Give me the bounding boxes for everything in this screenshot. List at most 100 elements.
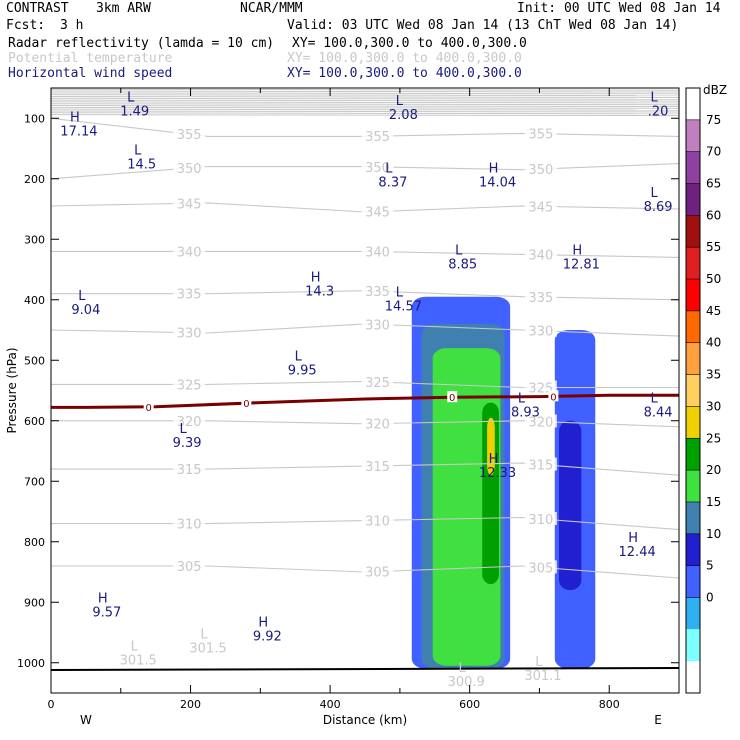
theta-band-line [51, 97, 679, 100]
init-time: Init: 00 UTC Wed 08 Jan 14 [517, 1, 721, 16]
colorbar-label: 55 [706, 240, 721, 254]
colorbar-swatch [686, 661, 700, 693]
theta-label-bg [173, 413, 206, 427]
theta-contour-label: 315 [528, 459, 553, 474]
theta-contours: 355 355 355 350 350 350 345 345 345 340 340 340 335 3… [51, 88, 679, 581]
theta-band-line [51, 103, 679, 106]
theta-label-bg [361, 159, 394, 173]
theta-band-line [51, 114, 679, 117]
theta-label-bg [361, 374, 394, 388]
x-end-label-right: E [654, 713, 662, 727]
reflectivity-cell-10dbz [558, 420, 582, 591]
zero-contour-line [51, 393, 679, 409]
colorbar-label: 20 [706, 463, 721, 477]
theta-band-line [51, 112, 679, 115]
colorbar-label: 25 [706, 431, 721, 445]
theta-label-bg [524, 199, 557, 213]
axes: 100 200 300 400 500 600 700 800 900 1000 0 200 400 60… [5, 87, 680, 727]
theta-contour-label: 325 [177, 378, 202, 393]
theta-band-line [51, 90, 679, 93]
center-name: NCAR/MMM [240, 1, 303, 16]
colorbar-swatch [686, 119, 700, 152]
theta-band-line [51, 95, 679, 98]
wind-extremum-value: 9.57 [92, 605, 121, 620]
theta-label-bg [524, 457, 557, 471]
colorbar-swatch [686, 565, 700, 598]
y-axis-title: Pressure (hPa) [5, 347, 19, 433]
theta-label-bg [173, 558, 206, 572]
colorbar-swatch [686, 374, 700, 407]
theta-label-bg [361, 284, 394, 298]
theta-label-bg [361, 129, 394, 143]
theta-extremum-kind: L [200, 628, 208, 643]
theta-extremum-kind: L [535, 655, 543, 670]
colorbar-label: 70 [706, 145, 721, 159]
x-tick-label: 600 [459, 698, 480, 711]
y-tick-label: 600 [24, 415, 45, 428]
field-xy-reflectivity: XY= 100.0,300.0 to 400.0,300.0 [292, 36, 527, 51]
field-name-reflectivity: Radar reflectivity (lamda = 10 cm) [8, 36, 275, 51]
reflectivity-cell-30dbz [487, 417, 495, 476]
theta-band-line [51, 88, 679, 91]
plot-frame [50, 87, 680, 694]
theta-label-bg [173, 462, 206, 476]
theta-contour-label: 355 [528, 128, 553, 143]
colorbar-label: 45 [706, 304, 721, 318]
theta-band-line [51, 110, 679, 113]
zero-contour: 0 0 0 0 [51, 390, 679, 414]
theta-label-bg [173, 244, 206, 258]
wind-extremum-kind: H [628, 531, 638, 546]
theta-contour-label: 340 [365, 246, 390, 261]
colorbar-swatch [686, 501, 700, 534]
colorbar-label: 60 [706, 208, 721, 222]
theta-label-bg [524, 247, 557, 261]
forecast-label: Fcst: [6, 18, 46, 33]
theta-label-bg [524, 512, 557, 526]
wind-extremum-value: 17.14 [60, 124, 97, 139]
theta-label-bg [524, 560, 557, 574]
theta-band-line [51, 106, 679, 109]
wind-extremum-kind: L [127, 90, 135, 105]
theta-band-line [51, 108, 679, 111]
theta-label-bg [524, 323, 557, 337]
theta-label-bg [173, 325, 206, 339]
zero-label-bg [241, 397, 252, 409]
theta-extremum-value: 301.1 [524, 669, 561, 684]
theta-contour-label: 305 [365, 566, 390, 581]
theta-band-line [51, 105, 679, 108]
x-tick-label: 800 [599, 698, 620, 711]
theta-contour-label: 320 [177, 415, 202, 430]
zero-contour-label: 0 [449, 393, 455, 404]
extrema-labels: L1.49H17.14L14.5L2.08L.20L8.37H14.04L8.6… [60, 90, 672, 690]
zero-contour-label: 0 [550, 392, 556, 403]
wind-extremum-value: 8.85 [448, 257, 477, 272]
theta-label-bg [361, 513, 394, 527]
theta-label-bg [361, 204, 394, 218]
zero-label-bg [548, 390, 559, 402]
colorbar-label: 15 [706, 495, 721, 509]
colorbar-swatch [686, 247, 700, 280]
colorbar-swatch [686, 629, 700, 662]
wind-extremum-kind: L [295, 349, 303, 364]
wind-extremum-kind: H [311, 271, 321, 286]
theta-label-bg [361, 317, 394, 331]
theta-band-line [51, 101, 679, 104]
colorbar-label: 35 [706, 368, 721, 382]
theta-label-bg [173, 196, 206, 210]
colorbar-unit: dBZ [703, 83, 727, 97]
y-tick-label: 800 [24, 536, 45, 549]
colorbar-swatch [686, 438, 700, 471]
theta-contour-label: 340 [528, 249, 553, 264]
theta-extremum-kind: L [459, 661, 467, 676]
theta-contour-label: 305 [528, 561, 553, 576]
colorbar-label: 30 [706, 399, 721, 413]
theta-contour-label: 310 [177, 518, 202, 533]
theta-label-bg [173, 127, 206, 141]
wind-extremum-kind: L [650, 90, 658, 105]
wind-extremum-kind: L [179, 422, 187, 437]
theta-label-bg [361, 564, 394, 578]
theta-label-bg [524, 380, 557, 394]
x-tick-label: 0 [48, 698, 55, 711]
